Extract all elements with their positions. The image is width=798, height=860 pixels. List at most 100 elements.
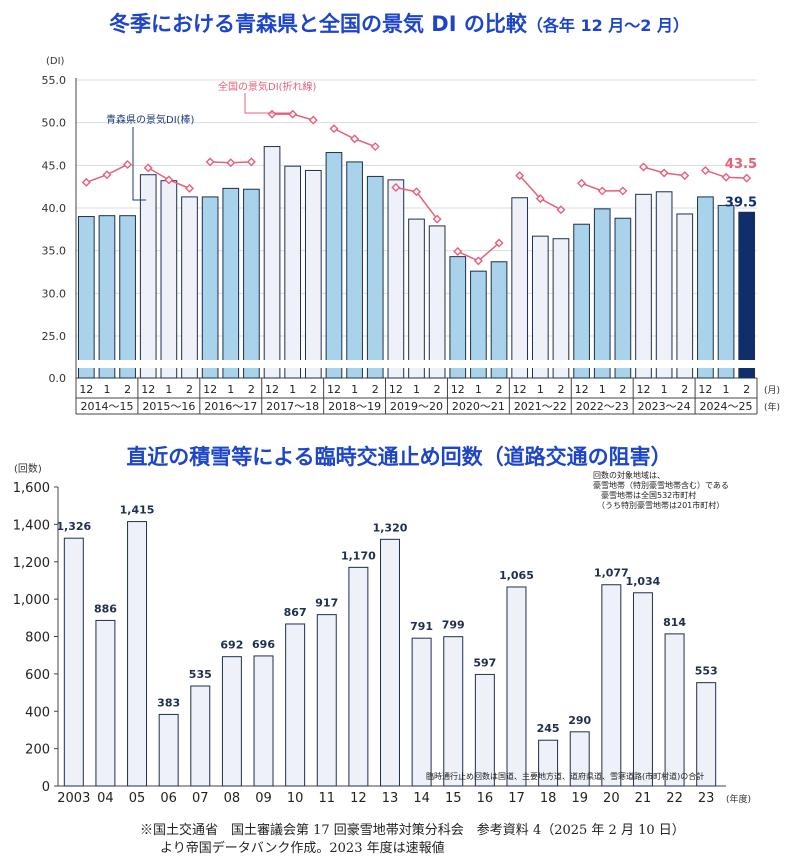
footnote-line: ※国土交通省 国土審議会第 17 回豪雪地帯対策分科会 参考資料 4（2025 …	[140, 823, 685, 838]
closure-value-label: 1,320	[373, 521, 408, 534]
y-axis-unit: (DI)	[46, 56, 65, 67]
di-comparison-chart: 0.0 25.0 30.0 35.0 40.0 45.0 50.0 55.0 (DI) 43.5 3…	[42, 56, 780, 415]
closure-bar	[127, 521, 148, 787]
y-tick-label: 40.0	[42, 202, 67, 215]
di-bar	[511, 197, 529, 379]
month-unit: (月)	[764, 385, 780, 396]
year-label: 12	[350, 791, 367, 806]
year-label: 10	[287, 791, 304, 806]
national-point	[700, 165, 710, 175]
national-point	[680, 171, 690, 181]
closure-bar	[443, 636, 464, 787]
closure-value-label: 1,065	[499, 569, 534, 582]
month-label: 2	[310, 383, 317, 396]
year-label: 15	[445, 791, 462, 806]
di-bar	[284, 165, 302, 379]
di-bar	[531, 235, 549, 379]
year-unit: (年)	[764, 401, 780, 413]
month-label: 1	[599, 383, 606, 396]
national-point	[597, 186, 607, 196]
y-tick-label: 400	[25, 705, 50, 720]
axis-break	[77, 360, 758, 368]
di-bar	[490, 261, 508, 379]
month-label: 12	[698, 383, 712, 396]
di-bar	[346, 161, 363, 379]
y-tick-label: 30.0	[42, 287, 67, 300]
di-bar	[470, 270, 487, 379]
closure-value-label: 791	[410, 620, 433, 633]
month-label: 12	[575, 383, 589, 396]
year-label: 23	[698, 791, 715, 806]
month-label: 12	[203, 383, 217, 396]
national-point	[350, 134, 360, 144]
month-label: 12	[389, 383, 403, 396]
month-label: 2	[186, 383, 193, 396]
season-label: 2019～20	[390, 400, 443, 413]
di-bar	[77, 216, 95, 379]
chart2-title: 直近の積雪等による臨時交通止め回数（道路交通の阻害）	[126, 445, 672, 469]
y-axis-unit: (回数)	[14, 462, 42, 475]
month-label: 12	[637, 383, 651, 396]
season-label: 2017～18	[266, 400, 319, 413]
year-label: 08	[224, 791, 241, 806]
national-point	[742, 173, 752, 183]
year-label: 07	[192, 791, 209, 806]
di-bar	[408, 218, 425, 379]
year-label: 2003	[57, 791, 90, 806]
national-point	[308, 115, 318, 125]
closure-bar	[411, 637, 432, 787]
season-label: 2018～19	[328, 400, 381, 413]
national-point	[556, 205, 566, 215]
month-label: 1	[661, 383, 668, 396]
year-label: 22	[666, 791, 683, 806]
closure-value-label: 1,326	[56, 520, 91, 533]
year-label: 19	[571, 791, 588, 806]
month-label: 2	[496, 383, 503, 396]
year-label: 06	[160, 791, 177, 806]
national-point	[102, 170, 112, 180]
month-label: 1	[103, 383, 110, 396]
closure-value-label: 597	[473, 656, 496, 669]
di-bar	[366, 175, 384, 379]
di-bar	[655, 191, 673, 379]
area-note-line: （うち特別豪雪地帯は201市町村）	[593, 501, 725, 510]
month-label: 12	[327, 383, 341, 396]
month-label: 12	[141, 383, 155, 396]
season-label: 2021～22	[514, 400, 567, 413]
year-label: 18	[540, 791, 557, 806]
x-axis-unit: (年度)	[726, 793, 751, 805]
closure-value-label: 535	[189, 668, 212, 681]
national-point	[246, 157, 256, 167]
national-point	[721, 172, 731, 182]
di-bar	[738, 211, 756, 379]
closure-bar	[190, 685, 211, 787]
month-label: 1	[413, 383, 420, 396]
closure-bar	[380, 538, 400, 787]
chart1-title-text: 冬季における青森県と全国の景気 DI の比較	[109, 12, 527, 36]
national-point	[391, 183, 401, 193]
national-point	[473, 256, 483, 266]
y-tick-label: 600	[25, 668, 50, 683]
national-point	[226, 158, 236, 168]
di-bar	[263, 146, 281, 379]
national-point	[123, 159, 133, 169]
year-label: 21	[635, 791, 652, 806]
closure-bar	[474, 673, 495, 787]
season-label: 2014～15	[80, 400, 133, 413]
area-note-line: 豪雪地帯（特別豪雪地帯含む）である	[593, 481, 729, 490]
closure-bar	[253, 655, 274, 787]
y-tick-label: 200	[25, 743, 50, 758]
di-bar	[139, 174, 157, 379]
national-point	[81, 177, 91, 187]
closure-value-label: 867	[284, 606, 307, 619]
national-point	[639, 162, 648, 172]
closure-value-label: 886	[94, 602, 117, 615]
y-tick-label: 1,000	[13, 593, 50, 608]
year-label: 16	[477, 791, 494, 806]
year-label: 14	[413, 791, 430, 806]
closure-value-label: 383	[157, 696, 180, 709]
closure-value-label: 692	[220, 639, 243, 652]
road-closure-chart: 0 200 400 600 800 1,000 1,200 1,400 1,600 (回数) 1,3…	[13, 462, 751, 806]
di-bar	[697, 196, 714, 379]
area-note: 回数の対象地域は、 豪雪地帯（特別豪雪地帯含む）である 豪雪地帯は全国532市町…	[593, 471, 729, 511]
